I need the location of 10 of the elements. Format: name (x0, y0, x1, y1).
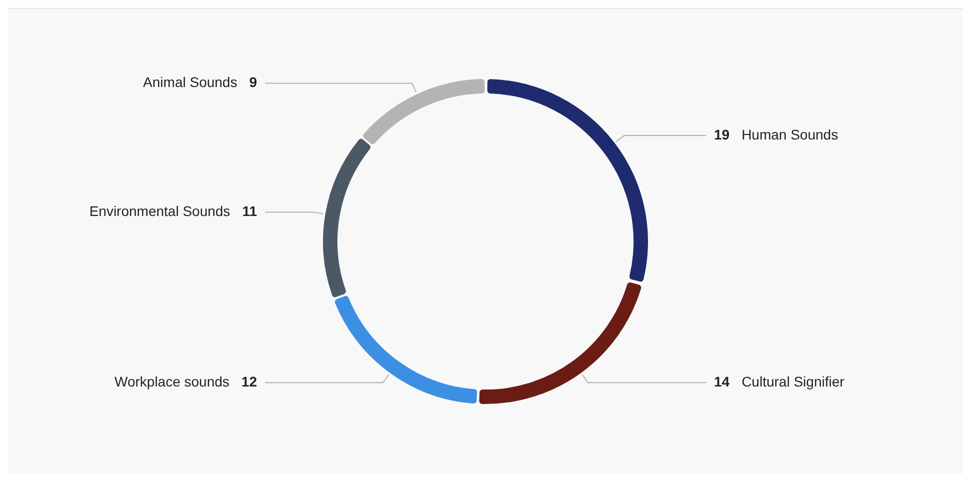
data-label: 9 (249, 74, 258, 90)
data-label: 11 (242, 202, 258, 219)
slice-label: Workplace sounds (114, 374, 230, 390)
data-label: 19 (714, 126, 730, 142)
slice-label: Environmental Sounds (89, 202, 230, 219)
data-label: 14 (714, 374, 730, 390)
slice-label: Cultural Signifier (742, 374, 845, 390)
slice-label: Animal Sounds (143, 74, 238, 90)
data-label: 12 (241, 374, 258, 390)
slice-label: Human Sounds (742, 126, 838, 142)
